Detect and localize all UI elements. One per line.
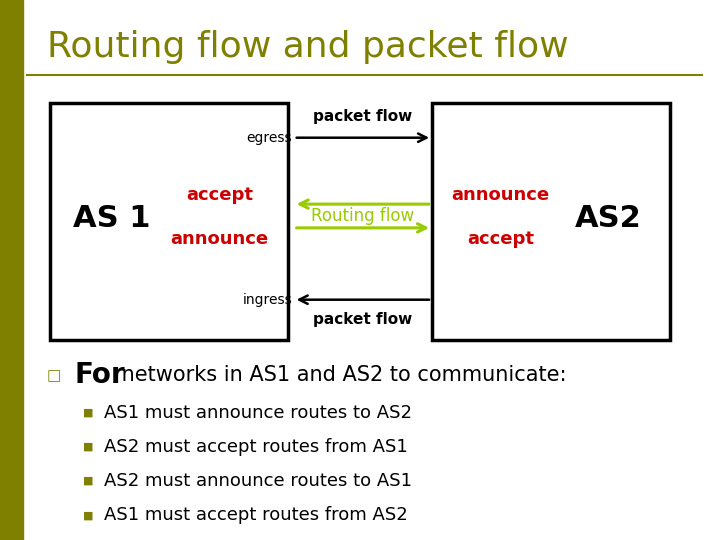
Bar [432,103,670,340]
Bar [50,103,288,340]
Text: AS 1: AS 1 [73,204,150,233]
Text: ■: ■ [83,408,94,418]
Text: networks in AS1 and AS2 to communicate:: networks in AS1 and AS2 to communicate: [115,365,567,386]
Text: AS2: AS2 [575,204,642,233]
Text: announce: announce [451,186,549,205]
Text: □: □ [47,368,61,383]
Text: Routing flow and packet flow: Routing flow and packet flow [47,30,568,64]
Text: accept: accept [186,186,253,205]
Text: ■: ■ [83,476,94,486]
Text: accept: accept [467,230,534,248]
Text: packet flow: packet flow [313,312,413,327]
Text: AS2 must accept routes from AS1: AS2 must accept routes from AS1 [104,438,408,456]
Text: For: For [74,361,125,389]
Bar [0,0,23,540]
Text: AS1 must announce routes to AS2: AS1 must announce routes to AS2 [104,404,413,422]
Text: AS2 must announce routes to AS1: AS2 must announce routes to AS1 [104,472,413,490]
Text: AS1 must accept routes from AS2: AS1 must accept routes from AS2 [104,506,408,524]
Text: ■: ■ [83,510,94,520]
Text: ■: ■ [83,442,94,452]
Text: ingress: ingress [243,293,292,307]
Text: egress: egress [247,131,292,145]
Text: packet flow: packet flow [313,109,413,124]
Text: Routing flow: Routing flow [311,207,415,225]
Text: announce: announce [171,230,269,248]
